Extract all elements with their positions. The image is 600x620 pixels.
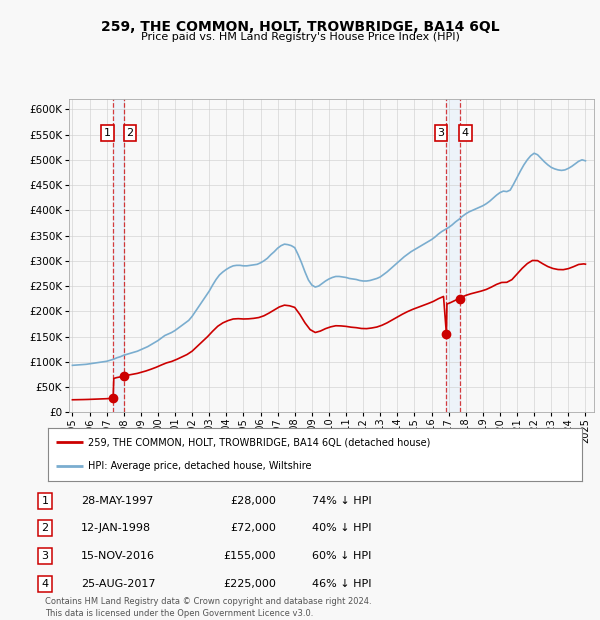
Text: 46% ↓ HPI: 46% ↓ HPI: [312, 579, 371, 589]
Bar: [446, 99, 460, 412]
Text: 60% ↓ HPI: 60% ↓ HPI: [312, 551, 371, 561]
Text: 2: 2: [127, 128, 134, 138]
Bar: [113, 99, 124, 412]
Text: Contains HM Land Registry data © Crown copyright and database right 2024.
This d: Contains HM Land Registry data © Crown c…: [45, 597, 371, 618]
Text: 1: 1: [41, 496, 49, 506]
Text: Price paid vs. HM Land Registry's House Price Index (HPI): Price paid vs. HM Land Registry's House …: [140, 32, 460, 42]
Text: £155,000: £155,000: [223, 551, 276, 561]
Text: HPI: Average price, detached house, Wiltshire: HPI: Average price, detached house, Wilt…: [88, 461, 311, 471]
Text: 40% ↓ HPI: 40% ↓ HPI: [312, 523, 371, 533]
Text: 4: 4: [41, 579, 49, 589]
Text: £28,000: £28,000: [230, 496, 276, 506]
Text: 74% ↓ HPI: 74% ↓ HPI: [312, 496, 371, 506]
Text: 2: 2: [41, 523, 49, 533]
Text: 259, THE COMMON, HOLT, TROWBRIDGE, BA14 6QL (detached house): 259, THE COMMON, HOLT, TROWBRIDGE, BA14 …: [88, 437, 430, 447]
Text: 259, THE COMMON, HOLT, TROWBRIDGE, BA14 6QL: 259, THE COMMON, HOLT, TROWBRIDGE, BA14 …: [101, 20, 499, 34]
Text: 4: 4: [461, 128, 469, 138]
Text: 15-NOV-2016: 15-NOV-2016: [81, 551, 155, 561]
Text: 3: 3: [437, 128, 445, 138]
Text: 3: 3: [41, 551, 49, 561]
Text: £72,000: £72,000: [230, 523, 276, 533]
Text: 25-AUG-2017: 25-AUG-2017: [81, 579, 155, 589]
Text: 12-JAN-1998: 12-JAN-1998: [81, 523, 151, 533]
Text: £225,000: £225,000: [223, 579, 276, 589]
Text: 1: 1: [104, 128, 111, 138]
Text: 28-MAY-1997: 28-MAY-1997: [81, 496, 154, 506]
